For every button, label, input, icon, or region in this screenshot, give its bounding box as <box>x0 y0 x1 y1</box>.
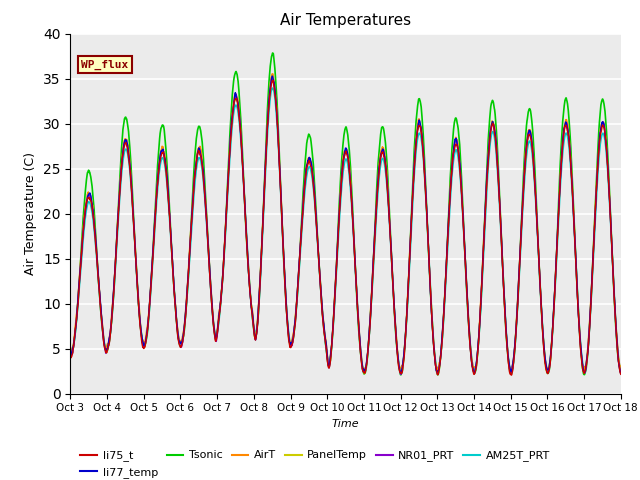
NR01_PRT <box>617 370 625 375</box>
li77_temp <box>362 365 369 371</box>
AirT <box>67 351 74 357</box>
Line: li77_temp: li77_temp <box>70 76 621 374</box>
li77_temp <box>617 371 625 377</box>
li75_t <box>374 187 381 192</box>
Line: li75_t: li75_t <box>70 80 621 375</box>
AM25T_PRT <box>362 365 370 371</box>
Legend: li75_t, li77_temp, Tsonic, AirT, PanelTemp, NR01_PRT, AM25T_PRT: li75_t, li77_temp, Tsonic, AirT, PanelTe… <box>76 446 554 480</box>
NR01_PRT <box>397 372 405 377</box>
Tsonic <box>397 372 404 378</box>
li75_t <box>617 372 625 377</box>
AM25T_PRT <box>617 366 625 372</box>
PanelTemp <box>569 194 577 200</box>
AM25T_PRT <box>360 369 368 374</box>
AM25T_PRT <box>569 196 577 202</box>
Tsonic <box>220 256 228 262</box>
PanelTemp <box>268 76 276 82</box>
Line: AM25T_PRT: AM25T_PRT <box>70 88 621 372</box>
li75_t <box>362 367 369 373</box>
Line: AirT: AirT <box>70 74 621 372</box>
Tsonic <box>569 182 577 188</box>
PanelTemp <box>374 181 381 187</box>
AirT <box>220 251 228 256</box>
AirT <box>362 365 369 371</box>
Title: Air Temperatures: Air Temperatures <box>280 13 411 28</box>
li75_t <box>508 372 515 378</box>
li75_t <box>569 192 577 198</box>
NR01_PRT <box>220 255 228 261</box>
AM25T_PRT <box>67 352 74 358</box>
AirT <box>584 346 591 351</box>
PanelTemp <box>584 346 592 351</box>
Line: NR01_PRT: NR01_PRT <box>70 80 621 374</box>
li75_t <box>67 354 74 360</box>
PanelTemp <box>220 255 228 261</box>
Tsonic <box>374 168 381 174</box>
Tsonic <box>617 369 625 374</box>
AM25T_PRT <box>506 365 514 371</box>
PanelTemp <box>506 368 514 373</box>
li77_temp <box>584 350 591 356</box>
NR01_PRT <box>67 352 74 358</box>
Text: WP_flux: WP_flux <box>81 60 129 70</box>
li75_t <box>506 370 513 375</box>
li77_temp <box>67 352 74 358</box>
AirT <box>269 71 276 77</box>
li75_t <box>269 77 276 83</box>
Tsonic <box>362 368 369 374</box>
li77_temp <box>568 186 576 192</box>
AirT <box>568 183 576 189</box>
li77_temp <box>374 183 381 189</box>
NR01_PRT <box>584 346 592 351</box>
Y-axis label: Air Temperature (C): Air Temperature (C) <box>24 152 38 275</box>
PanelTemp <box>67 351 74 357</box>
li77_temp <box>268 73 276 79</box>
NR01_PRT <box>374 185 381 191</box>
AM25T_PRT <box>374 191 381 196</box>
X-axis label: Time: Time <box>332 419 360 429</box>
NR01_PRT <box>569 191 577 197</box>
Tsonic <box>269 50 276 56</box>
AirT <box>617 369 625 375</box>
Tsonic <box>67 351 74 357</box>
PanelTemp <box>361 371 369 376</box>
Line: PanelTemp: PanelTemp <box>70 79 621 373</box>
li75_t <box>220 256 228 262</box>
AirT <box>374 183 381 189</box>
NR01_PRT <box>506 368 514 374</box>
AirT <box>506 366 513 372</box>
li77_temp <box>220 254 228 260</box>
AM25T_PRT <box>220 257 228 263</box>
Line: Tsonic: Tsonic <box>70 53 621 375</box>
PanelTemp <box>617 367 625 372</box>
li77_temp <box>506 363 513 369</box>
NR01_PRT <box>269 77 276 83</box>
AM25T_PRT <box>584 347 592 352</box>
NR01_PRT <box>362 367 369 373</box>
Tsonic <box>584 348 592 354</box>
li75_t <box>584 349 592 355</box>
AM25T_PRT <box>268 85 276 91</box>
Tsonic <box>506 369 514 374</box>
PanelTemp <box>362 365 370 371</box>
